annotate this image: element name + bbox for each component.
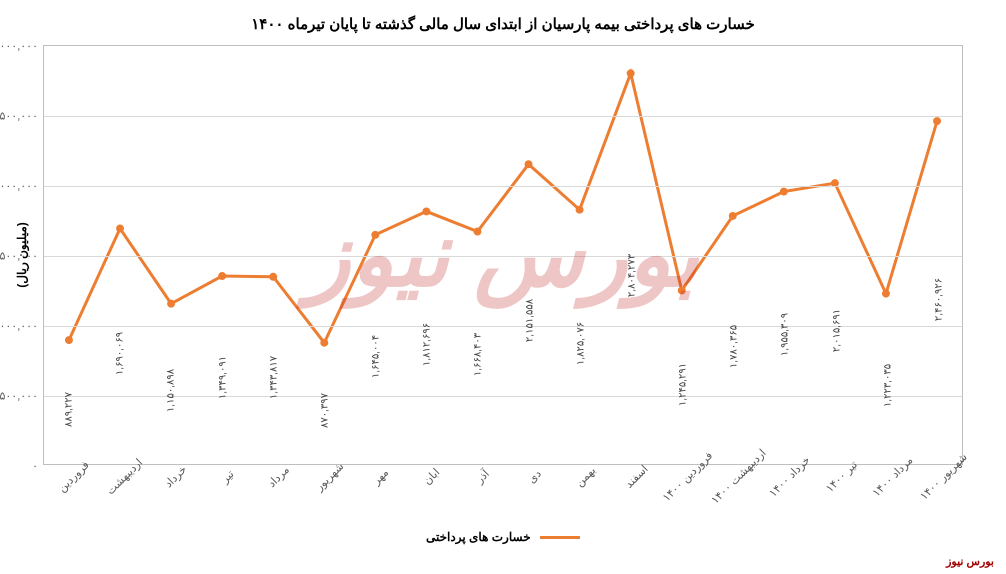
grid-line — [44, 116, 962, 117]
data-label: ۱,۸۱۲,۶۹۶ — [422, 323, 433, 366]
series-marker — [525, 160, 533, 168]
grid-line — [44, 186, 962, 187]
chart-container: خسارت های پرداختی بیمه پارسیان از ابتدای… — [0, 0, 1006, 574]
grid-line — [44, 326, 962, 327]
series-marker — [320, 339, 328, 347]
line-chart-svg — [44, 46, 962, 464]
data-label: ۲,۰۱۵,۶۹۱ — [831, 309, 842, 352]
chart-title: خسارت های پرداختی بیمه پارسیان از ابتدای… — [20, 15, 986, 33]
x-tick-label: شهریور — [313, 460, 347, 494]
series-marker — [218, 272, 226, 280]
data-label: ۱,۳۴۳,۸۱۷ — [268, 356, 279, 399]
x-tick-label: اسفند — [622, 462, 650, 490]
series-marker — [473, 228, 481, 236]
y-tick-label: ۲,۰۰۰,۰۰۰ — [0, 180, 44, 193]
data-label: ۲,۸۰۴,۲۷۳ — [626, 254, 637, 297]
series-marker — [576, 206, 584, 214]
y-tick-label: ۱,۰۰۰,۰۰۰ — [0, 320, 44, 333]
series-marker — [678, 287, 686, 295]
x-tick-label: مرداد — [265, 463, 292, 490]
y-tick-label: ۱,۵۰۰,۰۰۰ — [0, 250, 44, 263]
plot-area: (میلیون ریال) بورس نیوز ۰۵۰۰,۰۰۰۱,۰۰۰,۰۰… — [43, 45, 963, 465]
data-label: ۱,۶۹۰,۰۶۹ — [115, 332, 126, 375]
data-label: ۱,۱۵۰,۸۹۸ — [166, 369, 177, 412]
series-marker — [371, 231, 379, 239]
y-tick-label: ۰ — [32, 460, 44, 473]
series-marker — [882, 290, 890, 298]
legend-line-swatch — [540, 536, 580, 539]
footer-text: بورس نیوز — [946, 555, 994, 568]
data-label: ۱,۸۲۵,۰۷۶ — [575, 322, 586, 365]
series-marker — [729, 212, 737, 220]
data-label: ۲,۱۵۱,۵۵۸ — [524, 299, 535, 342]
data-label: ۱,۷۸۰,۳۶۵ — [729, 325, 740, 368]
series-marker — [116, 225, 124, 233]
y-tick-label: ۲,۵۰۰,۰۰۰ — [0, 110, 44, 123]
series-marker — [780, 188, 788, 196]
data-label: ۱,۶۶۸,۴۰۳ — [473, 333, 484, 376]
x-tick-label: تیر — [218, 468, 236, 486]
y-tick-label: ۳,۰۰۰,۰۰۰ — [0, 40, 44, 53]
series-marker — [627, 69, 635, 77]
x-tick-label: بهمن — [573, 464, 598, 489]
series-marker — [167, 300, 175, 308]
series-marker — [933, 117, 941, 125]
legend: خسارت های پرداختی — [20, 530, 986, 544]
x-tick-label: آذر — [474, 467, 493, 486]
series-marker — [269, 273, 277, 281]
data-label: ۱,۳۴۹,۰۹۱ — [217, 355, 228, 398]
data-label: ۸۸۹,۲۲۷ — [64, 392, 75, 427]
series-marker — [422, 207, 430, 215]
data-label: ۱,۶۴۵,۰۰۴ — [371, 335, 382, 378]
x-tick-label: خرداد — [162, 463, 189, 490]
x-tick-label: دی — [525, 467, 544, 486]
series-line — [69, 73, 937, 342]
y-tick-label: ۵۰۰,۰۰۰ — [0, 390, 44, 403]
data-label: ۱,۲۴۵,۲۹۱ — [678, 363, 689, 406]
data-label: ۸۷۰,۳۹۷ — [319, 393, 330, 428]
data-label: ۲,۴۶۰,۹۲۶ — [934, 278, 945, 321]
grid-line — [44, 396, 962, 397]
data-label: ۱,۹۵۵,۳۰۹ — [780, 313, 791, 356]
legend-label: خسارت های پرداختی — [426, 530, 531, 544]
x-tick-label: ابان — [421, 466, 443, 488]
series-marker — [65, 336, 73, 344]
grid-line — [44, 256, 962, 257]
x-tick-label: مهر — [370, 466, 391, 487]
data-label: ۱,۲۲۳,۰۳۵ — [882, 364, 893, 407]
